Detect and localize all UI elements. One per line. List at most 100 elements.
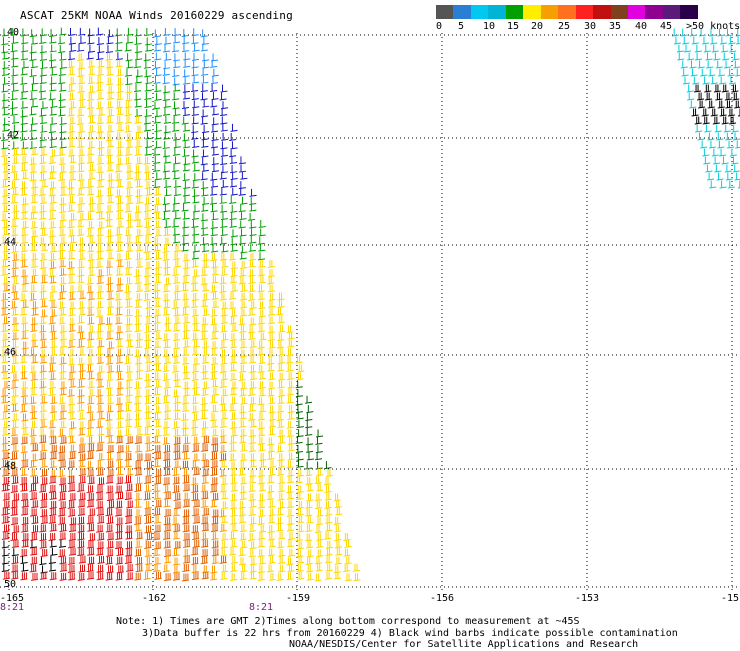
wind-barb <box>164 277 172 286</box>
wind-barb <box>87 547 95 556</box>
lon-label-156: -156 <box>430 593 455 604</box>
wind-barb <box>219 364 227 373</box>
wind-barb <box>68 267 76 276</box>
wind-barb <box>287 443 295 452</box>
wind-barb <box>134 52 143 61</box>
wind-barb <box>39 355 48 364</box>
wind-barb <box>1 93 10 102</box>
wind-barb <box>20 371 28 380</box>
wind-barb <box>59 27 67 36</box>
wind-barb <box>191 60 199 69</box>
wind-barb <box>11 131 19 140</box>
wind-barb <box>278 531 286 540</box>
wind-barb <box>144 500 152 509</box>
wind-barb <box>257 549 265 558</box>
wind-barb <box>248 307 256 316</box>
wind-barb <box>1 267 9 276</box>
wind-barb <box>107 251 115 260</box>
wind-barb <box>182 36 190 45</box>
wind-barb <box>239 251 247 260</box>
wind-barb <box>239 340 248 349</box>
wind-barbs <box>0 27 740 582</box>
wind-barb <box>29 564 37 573</box>
wind-barb <box>239 405 247 414</box>
wind-barb <box>143 277 152 286</box>
wind-barb <box>115 132 123 141</box>
wind-barb <box>105 556 113 565</box>
wind-barb <box>173 188 181 197</box>
wind-barb <box>50 348 58 357</box>
wind-barb <box>211 444 219 453</box>
wind-barb <box>248 212 256 221</box>
wind-barb <box>31 476 39 485</box>
wind-barb <box>728 76 737 85</box>
wind-barb <box>116 547 124 556</box>
wind-barb <box>306 515 314 524</box>
wind-barb <box>59 188 68 197</box>
wind-barb <box>702 116 710 125</box>
wind-barb <box>145 43 153 52</box>
wind-barb <box>59 381 68 390</box>
wind-barb <box>257 468 266 477</box>
wind-barb <box>154 228 163 237</box>
wind-barb <box>163 380 172 389</box>
wind-barb <box>316 468 324 477</box>
wind-barb <box>126 467 134 476</box>
wind-barb <box>221 244 229 253</box>
wind-barb <box>11 307 19 316</box>
wind-barb <box>210 452 218 461</box>
wind-barb <box>268 292 276 301</box>
wind-barb <box>181 243 189 252</box>
wind-barb <box>153 156 161 165</box>
wind-barb <box>21 36 29 45</box>
wind-barb <box>78 475 86 484</box>
wind-barb <box>67 388 75 397</box>
wind-barb <box>714 164 722 173</box>
wind-barb <box>211 107 219 116</box>
wind-barb <box>105 331 114 340</box>
wind-barb <box>12 292 20 301</box>
wind-barb <box>69 365 77 374</box>
wind-barb <box>201 500 209 509</box>
wind-barb <box>715 60 723 69</box>
wind-barb <box>134 317 142 326</box>
wind-barb <box>249 541 257 550</box>
wind-barb <box>230 349 238 358</box>
wind-barb <box>143 165 152 174</box>
wind-barb <box>705 52 713 61</box>
wind-barb <box>239 332 247 341</box>
wind-barb <box>163 36 172 45</box>
wind-barb <box>211 117 219 126</box>
wind-barb <box>162 284 170 293</box>
wind-barb <box>201 149 209 158</box>
wind-barb <box>29 284 37 293</box>
wind-barb <box>202 125 210 134</box>
wind-barb <box>20 132 28 141</box>
wind-barb <box>135 340 143 349</box>
wind-barb <box>285 355 294 364</box>
wind-barb <box>230 476 238 485</box>
wind-barb <box>87 253 95 262</box>
wind-barb <box>1 365 9 374</box>
wind-barb <box>680 28 688 37</box>
wind-barb <box>713 84 721 93</box>
wind-barb <box>30 60 38 69</box>
wind-barb <box>268 284 276 293</box>
wind-barb <box>729 116 737 125</box>
wind-barb <box>78 27 86 36</box>
wind-barb <box>210 484 218 493</box>
wind-barb <box>97 59 105 68</box>
wind-barb <box>77 508 85 517</box>
wind-barb <box>78 427 86 436</box>
wind-barb <box>116 123 125 132</box>
wind-barb <box>68 195 76 204</box>
wind-barb <box>200 172 208 181</box>
wind-barb <box>40 509 48 518</box>
wind-barb <box>67 60 75 69</box>
wind-barb <box>12 413 20 422</box>
wind-barb <box>230 268 238 277</box>
wind-barb <box>86 540 95 549</box>
wind-barb <box>219 92 227 101</box>
wind-barb <box>191 36 199 45</box>
wind-barb <box>87 44 95 53</box>
